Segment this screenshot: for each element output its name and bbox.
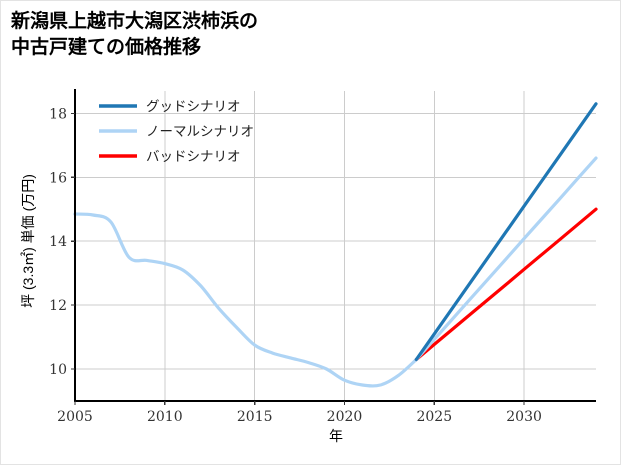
tick-labels-group: 10 12 14 16 18 2005 2010 2015 2020 2025 2030 <box>49 106 542 425</box>
x-tick-label-2015: 2015 <box>237 409 273 425</box>
series-line-1 <box>414 156 598 362</box>
series-line-3 <box>73 212 418 388</box>
gridlines-group <box>74 91 596 401</box>
legend-label-1: ノーマルシナリオ <box>146 124 254 140</box>
x-tick-label-2020: 2020 <box>327 409 363 425</box>
x-tick-label-2030: 2030 <box>506 409 542 425</box>
y-axis-title: 坪 (3.3㎡) 単価 (万円) <box>20 174 36 308</box>
series-line-2 <box>414 207 598 362</box>
x-tick-label-2025: 2025 <box>416 409 452 425</box>
y-tick-label-14: 14 <box>49 234 67 250</box>
y-tick-label-12: 12 <box>49 298 67 314</box>
legend-label-0: グッドシナリオ <box>146 99 241 115</box>
y-tick-label-18: 18 <box>49 106 67 122</box>
x-axis-title: 年 <box>329 428 343 444</box>
series-line-0 <box>414 102 598 362</box>
x-tick-label-2010: 2010 <box>147 409 183 425</box>
chart-title: 新潟県上越市大潟区渋柿浜の 中古戸建ての価格推移 <box>11 11 259 59</box>
y-tick-label-16: 16 <box>49 170 67 186</box>
series-group <box>73 102 598 388</box>
y-tick-label-10: 10 <box>49 362 67 378</box>
x-tick-label-2005: 2005 <box>57 409 93 425</box>
axes-group <box>73 89 596 403</box>
legend-label-2: バッドシナリオ <box>146 149 241 165</box>
